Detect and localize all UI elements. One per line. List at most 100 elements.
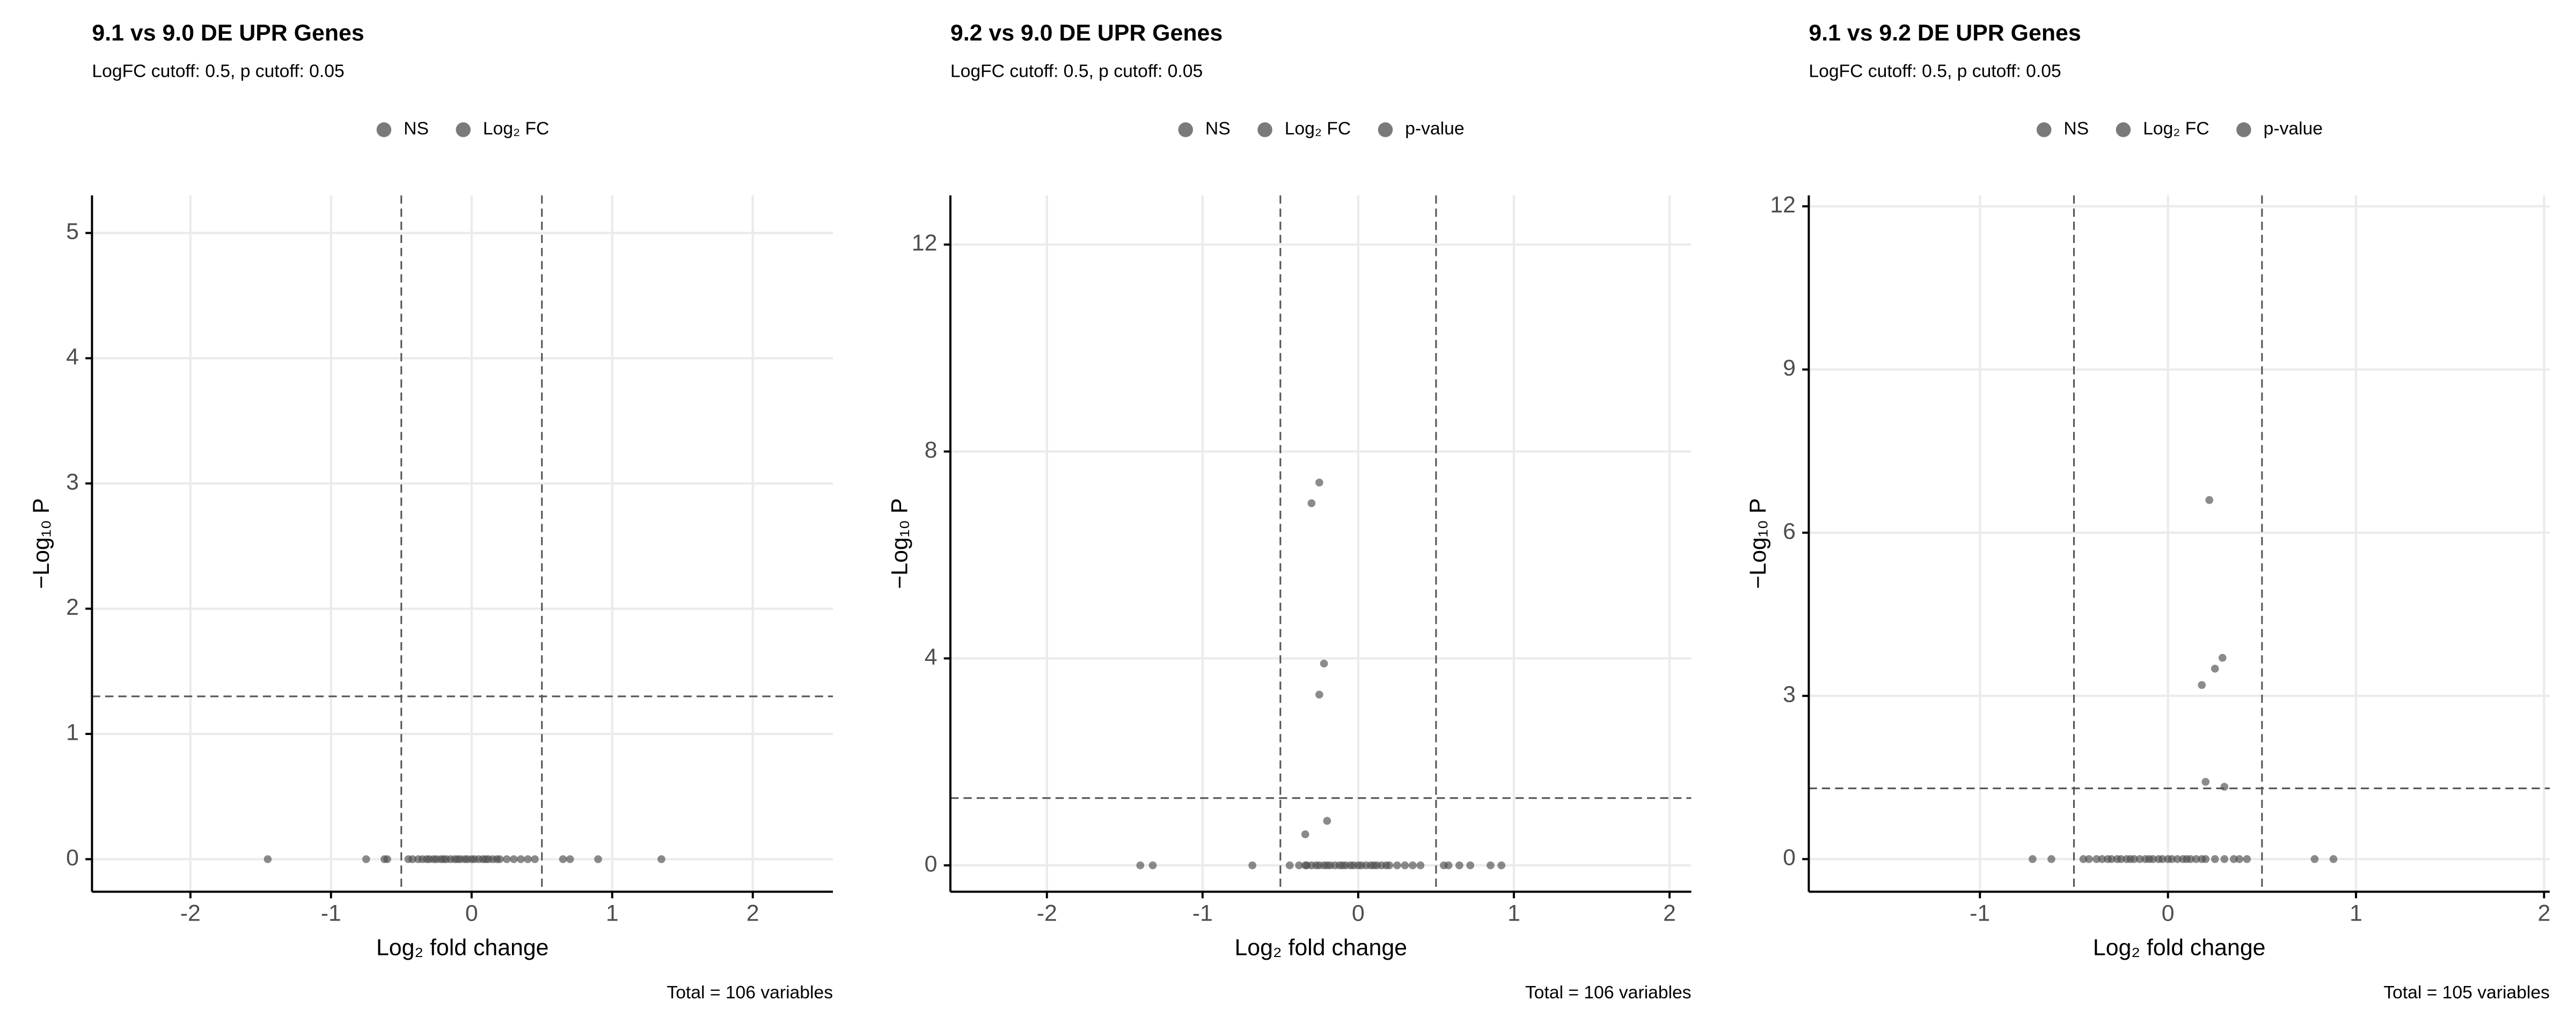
data-point bbox=[594, 855, 602, 863]
data-point bbox=[1416, 861, 1425, 870]
y-tick-label: 4 bbox=[66, 344, 79, 370]
legend-marker bbox=[1378, 122, 1393, 137]
y-tick-label: 6 bbox=[1783, 518, 1796, 544]
data-point bbox=[2098, 855, 2106, 863]
legend: NS Log₂ FC bbox=[376, 119, 549, 139]
data-point bbox=[2173, 855, 2182, 863]
data-point bbox=[1466, 861, 1475, 870]
data-point bbox=[2092, 855, 2101, 863]
data-point bbox=[1444, 861, 1453, 870]
data-point bbox=[2158, 855, 2167, 863]
data-point bbox=[1409, 861, 1417, 870]
x-axis-label: Log₂ fold change bbox=[1234, 935, 1407, 961]
x-tick-label: -2 bbox=[180, 900, 201, 926]
data-point bbox=[2186, 855, 2195, 863]
data-point bbox=[517, 855, 525, 863]
data-point bbox=[559, 855, 567, 863]
data-point bbox=[1307, 499, 1316, 507]
data-point bbox=[1323, 816, 1331, 825]
data-point bbox=[2201, 855, 2210, 863]
data-point bbox=[2192, 855, 2200, 863]
legend-label: NS bbox=[2063, 119, 2089, 139]
legend-label: Log₂ FC bbox=[2143, 119, 2209, 139]
chart-title: 9.1 vs 9.0 DE UPR Genes bbox=[92, 20, 364, 46]
legend-marker bbox=[1178, 122, 1193, 137]
legend-marker bbox=[2116, 122, 2131, 137]
data-point bbox=[1315, 479, 1323, 487]
panel: 9.1 vs 9.2 DE UPR Genes LogFC cutoff: 0.5… bbox=[1745, 20, 2551, 1003]
x-tick-label: -1 bbox=[321, 900, 341, 926]
x-axis-label: Log₂ fold change bbox=[2093, 935, 2266, 961]
data-point bbox=[2107, 855, 2116, 863]
legend-label: p-value bbox=[2264, 119, 2323, 139]
data-point bbox=[383, 855, 391, 863]
data-point bbox=[2085, 855, 2093, 863]
data-point bbox=[1148, 861, 1157, 870]
data-point bbox=[408, 855, 417, 863]
panel: 9.1 vs 9.0 DE UPR Genes LogFC cutoff: 0.5… bbox=[28, 20, 833, 1003]
y-tick-label: 1 bbox=[66, 719, 79, 745]
data-point bbox=[510, 855, 518, 863]
data-point bbox=[2135, 855, 2144, 863]
y-tick-label: 2 bbox=[66, 594, 79, 620]
y-axis-label: −Log₁₀ P bbox=[887, 498, 912, 589]
data-point bbox=[1455, 861, 1463, 870]
data-point bbox=[2168, 855, 2176, 863]
data-point bbox=[2310, 855, 2319, 863]
x-tick-label: 2 bbox=[747, 900, 759, 926]
data-point bbox=[2130, 855, 2138, 863]
legend-label: Log₂ FC bbox=[1285, 119, 1351, 139]
data-point bbox=[1487, 861, 1495, 870]
data-point bbox=[1315, 690, 1323, 699]
legend: NS Log₂ FC p-value bbox=[2036, 119, 2323, 139]
chart-title: 9.1 vs 9.2 DE UPR Genes bbox=[1809, 20, 2081, 46]
data-point bbox=[531, 855, 539, 863]
data-point bbox=[1136, 861, 1145, 870]
data-point bbox=[502, 855, 511, 863]
legend-marker bbox=[456, 122, 471, 137]
data-point bbox=[1393, 861, 1401, 870]
legend-label: NS bbox=[404, 119, 429, 139]
data-point bbox=[2149, 855, 2157, 863]
legend-marker bbox=[2036, 122, 2052, 137]
data-point bbox=[495, 855, 504, 863]
y-tick-label: 12 bbox=[912, 230, 938, 256]
caption: Total = 106 variables bbox=[667, 983, 833, 1003]
y-tick-label: 9 bbox=[1783, 355, 1796, 381]
x-axis-label: Log₂ fold change bbox=[376, 935, 549, 961]
y-axis-label: −Log₁₀ P bbox=[1745, 498, 1771, 589]
data-point bbox=[1295, 861, 1303, 870]
data-point bbox=[1385, 861, 1394, 870]
data-point bbox=[1497, 861, 1506, 870]
legend-label: Log₂ FC bbox=[483, 119, 549, 139]
data-point bbox=[2029, 855, 2037, 863]
data-point bbox=[1301, 830, 1309, 838]
y-tick-label: 5 bbox=[66, 219, 79, 245]
data-point bbox=[2218, 653, 2227, 662]
y-tick-label: 0 bbox=[66, 845, 79, 871]
y-tick-label: 0 bbox=[1783, 845, 1796, 871]
data-point bbox=[1320, 659, 1328, 668]
data-point bbox=[2201, 778, 2210, 786]
chart-subtitle: LogFC cutoff: 0.5, p cutoff: 0.05 bbox=[1809, 62, 2061, 82]
data-point bbox=[2220, 783, 2229, 791]
data-point bbox=[2205, 496, 2214, 504]
x-tick-label: 2 bbox=[1663, 900, 1676, 926]
legend-marker bbox=[2236, 122, 2251, 137]
caption: Total = 106 variables bbox=[1525, 983, 1692, 1003]
x-tick-label: -2 bbox=[1037, 900, 1057, 926]
data-point bbox=[2211, 665, 2219, 673]
chart-subtitle: LogFC cutoff: 0.5, p cutoff: 0.05 bbox=[950, 62, 1203, 82]
data-point bbox=[566, 855, 574, 863]
data-point bbox=[2329, 855, 2338, 863]
chart-title: 9.2 vs 9.0 DE UPR Genes bbox=[950, 20, 1223, 46]
y-tick-label: 12 bbox=[1770, 192, 1796, 218]
y-tick-label: 8 bbox=[925, 437, 938, 463]
legend-marker bbox=[376, 122, 392, 137]
data-point bbox=[2198, 681, 2206, 689]
data-point bbox=[1248, 861, 1256, 870]
x-tick-label: 0 bbox=[1352, 900, 1365, 926]
x-tick-label: 2 bbox=[2538, 900, 2551, 926]
y-tick-label: 4 bbox=[925, 644, 938, 670]
